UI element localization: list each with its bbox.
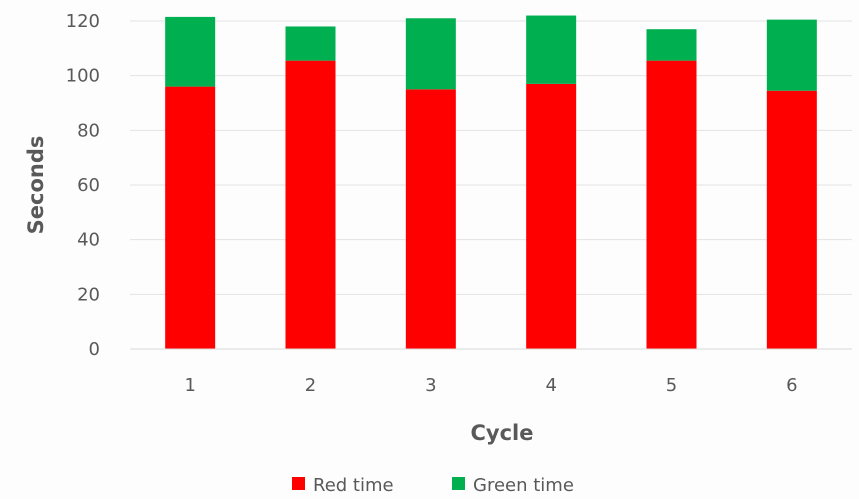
bar-green-time-cycle-3 (405, 18, 456, 90)
x-tick-label: 3 (425, 375, 436, 396)
x-tick-label: 1 (184, 375, 195, 396)
x-tick-label: 5 (666, 375, 677, 396)
x-axis-title: Cycle (471, 421, 534, 445)
y-tick-label: 40 (77, 230, 100, 251)
y-axis-ticks: 0 20 40 60 80 100 120 (66, 11, 100, 360)
y-axis-title: Seconds (24, 136, 48, 235)
x-tick-label: 6 (786, 375, 797, 396)
bar-green-time-cycle-4 (526, 15, 577, 84)
legend-swatch-green-time (452, 477, 465, 490)
bar-red-time-cycle-3 (405, 89, 456, 349)
bar-green-time-cycle-5 (646, 29, 697, 61)
x-tick-label: 2 (305, 375, 316, 396)
y-tick-label: 120 (66, 11, 100, 32)
gridlines (130, 20, 852, 295)
y-tick-label: 80 (77, 120, 100, 141)
bar-red-time-cycle-1 (165, 86, 216, 349)
legend-label-red-time: Red time (313, 475, 394, 496)
bars (165, 15, 817, 350)
bar-red-time-cycle-4 (526, 83, 577, 349)
y-tick-label: 20 (77, 284, 100, 305)
y-tick-label: 60 (77, 175, 100, 196)
bar-red-time-cycle-6 (766, 90, 817, 349)
legend-swatch-red-time (292, 477, 305, 490)
x-axis-ticks: 1 2 3 4 5 6 (184, 375, 797, 396)
y-tick-label: 0 (89, 339, 100, 360)
y-tick-label: 100 (66, 66, 100, 87)
bar-green-time-cycle-1 (165, 16, 216, 87)
legend-label-green-time: Green time (473, 475, 574, 496)
legend: Red time Green time (292, 475, 574, 496)
bar-green-time-cycle-6 (766, 19, 817, 91)
x-tick-label: 4 (545, 375, 556, 396)
bar-green-time-cycle-2 (285, 26, 336, 61)
bar-red-time-cycle-5 (646, 60, 697, 350)
bar-red-time-cycle-2 (285, 60, 336, 350)
